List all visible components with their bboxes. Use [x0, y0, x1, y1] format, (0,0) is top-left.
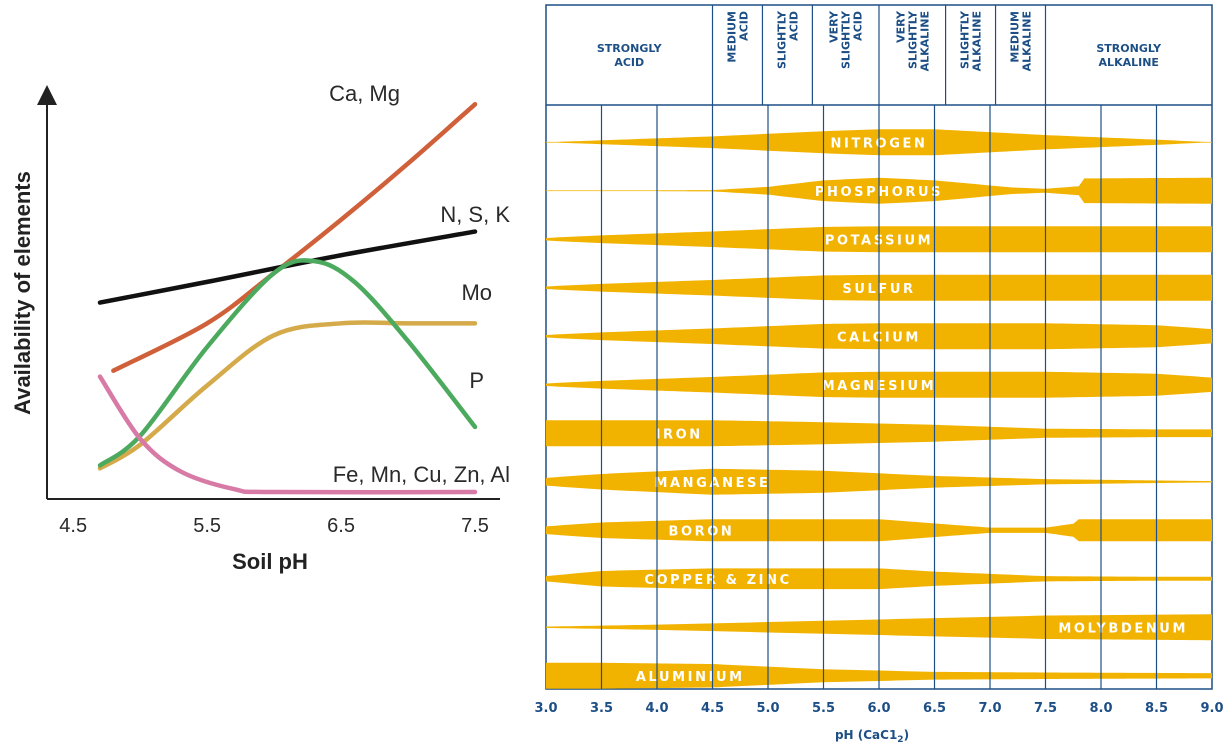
- left-x-tick-label: 4.5: [59, 515, 87, 537]
- series-line-mo: [97, 320, 478, 471]
- band-label-molybdenum: MOLYBDENUM: [1058, 621, 1188, 636]
- category-label-line: SLIGHTLY: [906, 10, 919, 69]
- ph-tick-label: 7.0: [978, 701, 1001, 716]
- band-label-potassium: POTASSIUM: [825, 233, 933, 248]
- category-label-line: VERY: [828, 10, 841, 43]
- left-chart-availability: Ca, Mg N, S, K Mo P Fe, Mn, Cu, Zn, Al 4.5 5.…: [10, 81, 510, 574]
- category-label-line: ACID: [852, 11, 865, 41]
- category-label-line: ALKALINE: [971, 11, 984, 71]
- ph-tick-label: 4.0: [645, 701, 668, 716]
- ph-tick-label: 9.0: [1200, 701, 1223, 716]
- category-medium-acid: MEDIUM ACID: [725, 11, 750, 63]
- category-label-line: ACID: [787, 11, 800, 41]
- series-label-n-s-k: N, S, K: [440, 202, 510, 227]
- left-chart-series: [97, 102, 478, 495]
- ph-tick-label: 3.5: [590, 701, 613, 716]
- band-label-aluminium: ALUMINIUM: [636, 670, 745, 685]
- left-x-tick-label: 7.5: [461, 515, 489, 537]
- band-label-nitrogen: NITROGEN: [831, 136, 928, 151]
- series-label-fe-mn-cu-zn-al: Fe, Mn, Cu, Zn, Al: [333, 462, 510, 487]
- band-label-copper-zinc: COPPER & ZINC: [644, 573, 791, 588]
- category-label-line: ALKALINE: [1099, 56, 1159, 69]
- left-chart-y-axis-title: Availability of elements: [10, 171, 35, 415]
- category-medium-alkaline: MEDIUM ALKALINE: [1009, 11, 1034, 71]
- left-x-tick-label: 6.5: [327, 515, 355, 537]
- series-label-ca-mg: Ca, Mg: [329, 81, 400, 106]
- band-label-manganese: MANGANESE: [654, 476, 770, 491]
- category-label-line: VERY: [894, 10, 907, 43]
- band-label-iron: IRON: [656, 427, 703, 442]
- ph-tick-label: 5.5: [812, 701, 835, 716]
- series-line-p: [97, 258, 478, 468]
- left-chart-series-labels: Ca, Mg N, S, K Mo P Fe, Mn, Cu, Zn, Al: [329, 81, 510, 487]
- series-line-n-s-k: [97, 229, 478, 305]
- category-very-slightly-alkaline: VERY SLIGHTLY ALKALINE: [894, 10, 931, 71]
- category-slightly-acid: SLIGHTLY ACID: [775, 10, 800, 69]
- right-chart-x-axis-title: pH (CaC12): [835, 728, 909, 745]
- category-label-line: MEDIUM: [725, 11, 738, 63]
- category-label-line: ALKALINE: [918, 11, 931, 71]
- left-x-tick-label: 5.5: [193, 515, 221, 537]
- category-label-line: STRONGLY: [597, 42, 663, 55]
- category-label-line: SLIGHTLY: [775, 10, 788, 69]
- ph-tick-label: 4.5: [701, 701, 724, 716]
- series-label-mo: Mo: [461, 280, 492, 305]
- ph-tick-label: 7.5: [1034, 701, 1057, 716]
- category-slightly-alkaline: SLIGHTLY ALKALINE: [959, 10, 984, 71]
- band-label-boron: BORON: [668, 524, 734, 539]
- ph-tick-label: 6.5: [923, 701, 946, 716]
- category-label-line: ACID: [737, 11, 750, 41]
- right-chart-grid: [600, 105, 1158, 689]
- band-label-phosphorus: PHOSPHORUS: [815, 185, 943, 200]
- left-chart-axes: [37, 85, 500, 500]
- series-line-ca-mg: [111, 102, 478, 373]
- ph-tick-label: 5.0: [756, 701, 779, 716]
- ph-tick-label: 8.5: [1145, 701, 1168, 716]
- band-label-sulfur: SULFUR: [842, 282, 915, 297]
- category-label-line: SLIGHTLY: [959, 10, 972, 69]
- ph-tick-label: 8.0: [1089, 701, 1112, 716]
- category-label-line: ACID: [614, 56, 644, 69]
- ph-tick-label: 3.0: [534, 701, 557, 716]
- category-very-slightly-acid: VERY SLIGHTLY ACID: [828, 10, 865, 69]
- category-label-line: ALKALINE: [1021, 11, 1034, 71]
- left-chart-x-axis-title: Soil pH: [232, 549, 308, 574]
- right-chart-x-ticks: 3.0 3.5 4.0 4.5 5.0 5.5 6.0 6.5 7.0 7.5 8.0 8.5 9.0: [534, 701, 1223, 716]
- band-label-calcium: CALCIUM: [837, 330, 921, 345]
- band-label-magnesium: MAGNESIUM: [822, 379, 937, 394]
- series-line-fe-mn-cu-zn-al: [97, 374, 478, 495]
- left-chart-x-ticks: 4.5 5.5 6.5 7.5: [59, 515, 489, 537]
- category-label-line: SLIGHTLY: [840, 10, 853, 69]
- category-label-line: MEDIUM: [1009, 11, 1022, 63]
- category-label-line: STRONGLY: [1096, 42, 1162, 55]
- series-label-p: P: [469, 368, 484, 393]
- ph-tick-label: 6.0: [867, 701, 890, 716]
